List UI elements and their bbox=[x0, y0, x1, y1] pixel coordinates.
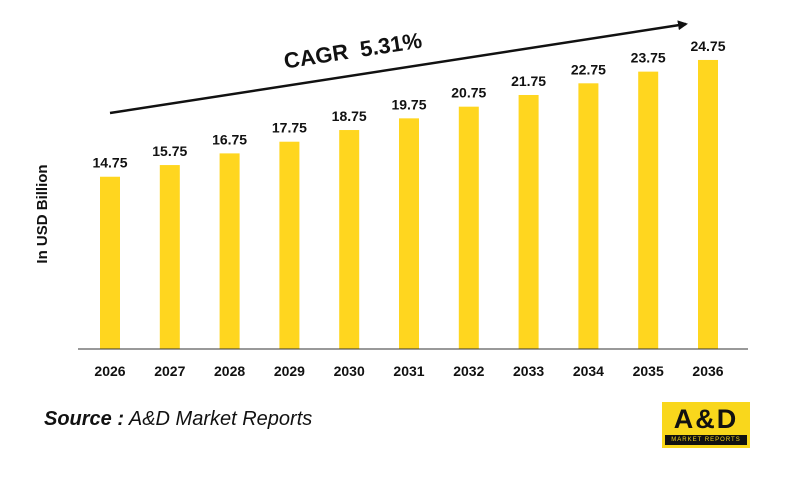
value-label-2028: 16.75 bbox=[212, 131, 247, 147]
x-tick-label-2036: 2036 bbox=[692, 363, 723, 379]
x-tick-labels-group: 2026 2027 2028 2029 2030 2031 2032 2033 2034 2035… bbox=[94, 363, 723, 379]
bar-2026 bbox=[100, 176, 120, 349]
logo-subtitle: MARKET REPORTS bbox=[665, 435, 747, 445]
source-text: A&D Market Reports bbox=[128, 408, 313, 430]
bar-2031 bbox=[399, 118, 419, 349]
bar-2029 bbox=[279, 141, 300, 349]
logo-main-text: A&D bbox=[673, 404, 739, 434]
value-label-2034: 22.75 bbox=[571, 61, 606, 77]
bars-group bbox=[100, 59, 718, 350]
source-note: Source : A&D Market Reports bbox=[44, 408, 312, 431]
value-label-2030: 18.75 bbox=[332, 108, 367, 124]
value-label-2035: 23.75 bbox=[631, 50, 666, 66]
value-label-2033: 21.75 bbox=[511, 73, 546, 89]
x-tick-label-2028: 2028 bbox=[214, 363, 245, 379]
value-label-2036: 24.75 bbox=[690, 38, 725, 54]
value-label-2032: 20.75 bbox=[451, 85, 486, 101]
bar-2036 bbox=[698, 59, 718, 350]
bar-2034 bbox=[578, 83, 599, 349]
x-tick-label-2034: 2034 bbox=[573, 363, 604, 379]
x-tick-label-2035: 2035 bbox=[633, 363, 664, 379]
bar-2027 bbox=[159, 165, 180, 349]
x-tick-label-2031: 2031 bbox=[393, 363, 424, 379]
x-tick-label-2029: 2029 bbox=[274, 363, 305, 379]
x-tick-label-2027: 2027 bbox=[154, 363, 185, 379]
value-label-2031: 19.75 bbox=[391, 96, 426, 112]
source-prefix: Source : bbox=[44, 408, 125, 430]
company-logo: A&D MARKET REPORTS bbox=[662, 402, 750, 448]
x-tick-label-2026: 2026 bbox=[94, 363, 125, 379]
bar-2033 bbox=[518, 94, 539, 350]
x-tick-label-2033: 2033 bbox=[513, 363, 544, 379]
x-tick-label-2030: 2030 bbox=[334, 363, 365, 379]
x-tick-label-2032: 2032 bbox=[453, 363, 484, 379]
bar-2030 bbox=[339, 130, 360, 349]
bar-2035 bbox=[638, 71, 659, 349]
value-label-2027: 15.75 bbox=[152, 143, 187, 159]
value-label-2026: 14.75 bbox=[92, 155, 127, 171]
cagr-arrow bbox=[109, 20, 688, 115]
y-axis-title: In USD Billion bbox=[34, 164, 51, 263]
bar-2032 bbox=[458, 106, 479, 349]
value-labels-group: 14.75 15.75 16.75 17.75 18.75 19.75 20.75 21.75… bbox=[92, 38, 725, 171]
value-label-2029: 17.75 bbox=[272, 120, 307, 136]
bar-2028 bbox=[219, 153, 240, 349]
